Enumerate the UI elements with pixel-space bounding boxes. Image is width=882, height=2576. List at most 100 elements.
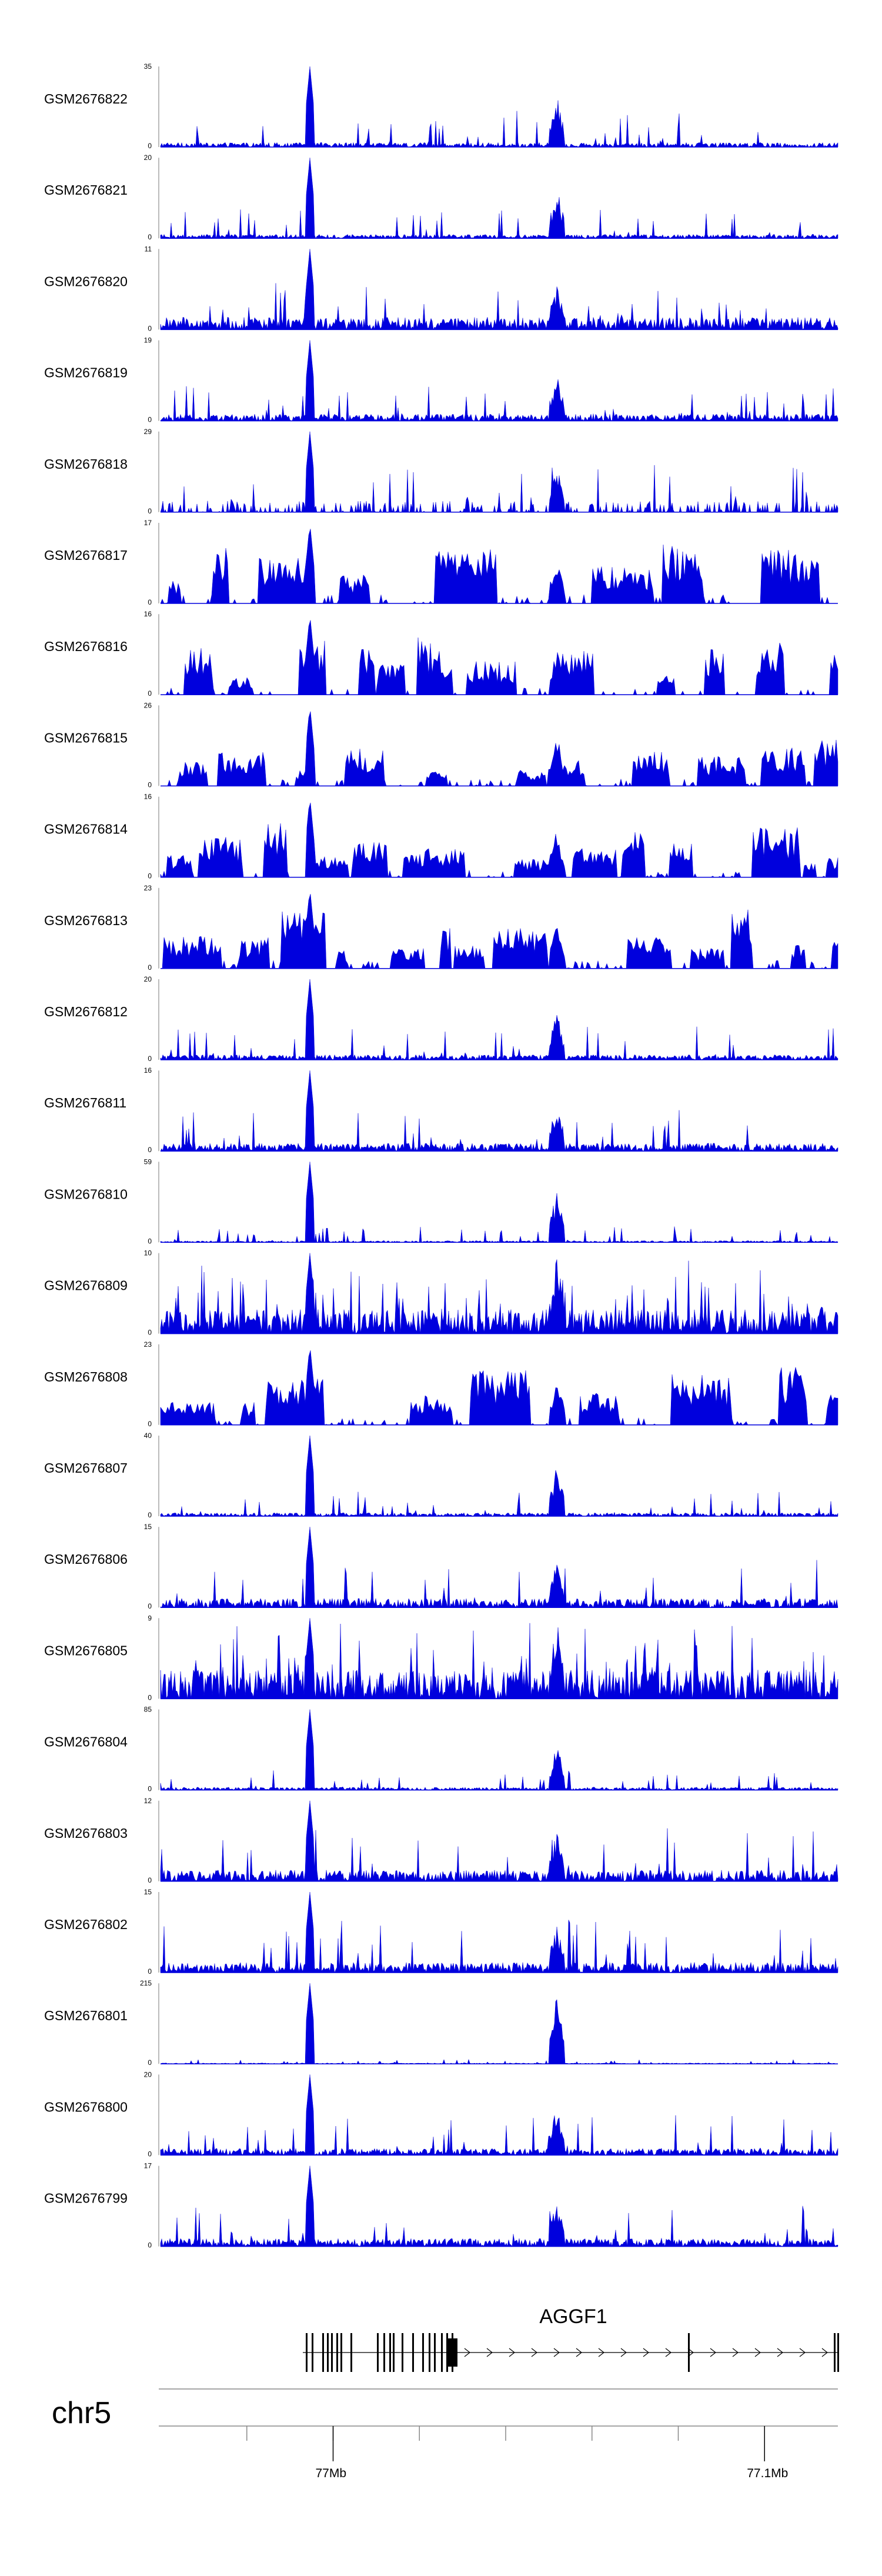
- coverage-track: GSM2676808 23 0: [44, 1340, 838, 1428]
- gene-exon: [402, 2333, 403, 2372]
- coverage-area: [160, 1435, 838, 1517]
- track-label: GSM2676814: [44, 822, 128, 837]
- track-ymax-label: 26: [144, 701, 152, 709]
- track-label: GSM2676804: [44, 1734, 128, 1750]
- track-ymin-label: 0: [148, 598, 152, 606]
- chromosome-label: chr5: [52, 2396, 111, 2430]
- gene-exon: [834, 2333, 836, 2372]
- coverage-track: GSM2676809 10 0: [44, 1249, 838, 1337]
- coverage-area: [161, 711, 838, 787]
- strand-arrow: [486, 2348, 493, 2357]
- track-label: GSM2676805: [44, 1643, 128, 1658]
- coverage-track: GSM2676813 23 0: [44, 884, 838, 972]
- coverage-area: [160, 1070, 838, 1152]
- track-ymax-label: 10: [144, 1249, 152, 1257]
- coverage-track: GSM2676816 16 0: [44, 610, 838, 698]
- track-ymin-label: 0: [148, 872, 152, 880]
- axis-tick-label: 77Mb: [316, 2467, 347, 2480]
- coverage-track: GSM2676821 20 0: [44, 154, 838, 241]
- strand-arrow: [821, 2348, 828, 2357]
- gene-exon: [446, 2333, 448, 2372]
- track-ymin-label: 0: [148, 780, 152, 789]
- strand-arrow: [687, 2348, 694, 2357]
- strand-arrow: [643, 2348, 649, 2357]
- track-ymin-label: 0: [148, 2150, 152, 2158]
- track-label: GSM2676822: [44, 91, 128, 106]
- coverage-track: GSM2676801 215 0: [44, 1979, 838, 2067]
- gene-exon: [377, 2333, 379, 2372]
- gene-exon: [441, 2333, 443, 2372]
- gene-exon: [429, 2333, 430, 2372]
- track-label: GSM2676806: [44, 1551, 128, 1567]
- strand-arrow: [553, 2348, 560, 2357]
- track-ymax-label: 15: [144, 1523, 152, 1531]
- track-label: GSM2676817: [44, 548, 128, 563]
- coverage-track: GSM2676815 26 0: [44, 701, 838, 789]
- coverage-area: [160, 1350, 838, 1426]
- coverage-track: GSM2676819 19 0: [44, 336, 838, 424]
- track-ymin-label: 0: [148, 1693, 152, 1701]
- gene-annotation: AGGF1: [303, 2305, 839, 2372]
- track-label: GSM2676800: [44, 2099, 128, 2114]
- gene-exon: [389, 2333, 391, 2372]
- track-ymin-label: 0: [148, 2241, 152, 2250]
- coverage-track: GSM2676803 12 0: [44, 1797, 838, 1884]
- track-ymax-label: 16: [144, 1066, 152, 1075]
- track-ymin-label: 0: [148, 416, 152, 424]
- coverage-track: GSM2676818 29 0: [44, 428, 838, 515]
- track-label: GSM2676809: [44, 1278, 128, 1293]
- coverage-area: [160, 1800, 838, 1882]
- coverage-track: GSM2676814 16 0: [44, 793, 838, 880]
- track-ymax-label: 29: [144, 428, 152, 436]
- strand-arrow: [799, 2348, 806, 2357]
- coverage-track: GSM2676805 9 0: [44, 1614, 838, 1701]
- track-ymax-label: 85: [144, 1706, 152, 1714]
- coverage-area: [160, 249, 838, 331]
- strand-arrow: [531, 2348, 537, 2357]
- track-label: GSM2676801: [44, 2008, 128, 2023]
- coverage-track: GSM2676799 17 0: [44, 2162, 838, 2250]
- track-label: GSM2676812: [44, 1004, 128, 1019]
- gene-exon: [422, 2333, 424, 2372]
- track-ymax-label: 35: [144, 62, 152, 71]
- track-ymin-label: 0: [148, 233, 152, 241]
- coverage-track: GSM2676802 15 0: [44, 1888, 838, 1976]
- track-ymin-label: 0: [148, 1146, 152, 1154]
- coverage-area: [160, 431, 838, 513]
- track-ymin-label: 0: [148, 2058, 152, 2067]
- coverage-area: [160, 1891, 838, 1973]
- track-label: GSM2676808: [44, 1369, 128, 1384]
- gene-exon: [331, 2333, 333, 2372]
- track-ymax-label: 20: [144, 154, 152, 162]
- coverage-track: GSM2676822 35 0: [44, 62, 838, 150]
- track-ymax-label: 59: [144, 1157, 152, 1166]
- axis-tick-label: 77.1Mb: [747, 2467, 788, 2480]
- gene-exon: [434, 2333, 436, 2372]
- coverage-area: [160, 340, 838, 422]
- coverage-track: GSM2676800 20 0: [44, 2070, 838, 2158]
- track-ymin-label: 0: [148, 1785, 152, 1793]
- coverage-track: GSM2676812 20 0: [44, 975, 838, 1063]
- track-label: GSM2676811: [44, 1095, 126, 1110]
- track-ymin-label: 0: [148, 1876, 152, 1884]
- track-ymax-label: 17: [144, 2162, 152, 2170]
- coverage-track: GSM2676810 59 0: [44, 1157, 838, 1245]
- gene-exon: [306, 2333, 308, 2372]
- gene-exon: [340, 2333, 342, 2372]
- coverage-area: [160, 1618, 838, 1699]
- track-ymin-label: 0: [148, 1237, 152, 1245]
- track-label: GSM2676821: [44, 182, 128, 198]
- strand-arrow: [464, 2348, 470, 2357]
- track-ymax-label: 40: [144, 1432, 152, 1440]
- gene-exon: [837, 2333, 839, 2372]
- coverage-area: [160, 979, 838, 1060]
- gene-exon: [322, 2333, 324, 2372]
- track-ymin-label: 0: [148, 507, 152, 515]
- coverage-track: GSM2676806 15 0: [44, 1523, 838, 1610]
- coverage-track: GSM2676820 11 0: [44, 245, 838, 332]
- track-ymax-label: 12: [144, 1797, 152, 1805]
- track-ymax-label: 23: [144, 884, 152, 892]
- gene-exon: [327, 2333, 329, 2372]
- gene-exon: [412, 2333, 414, 2372]
